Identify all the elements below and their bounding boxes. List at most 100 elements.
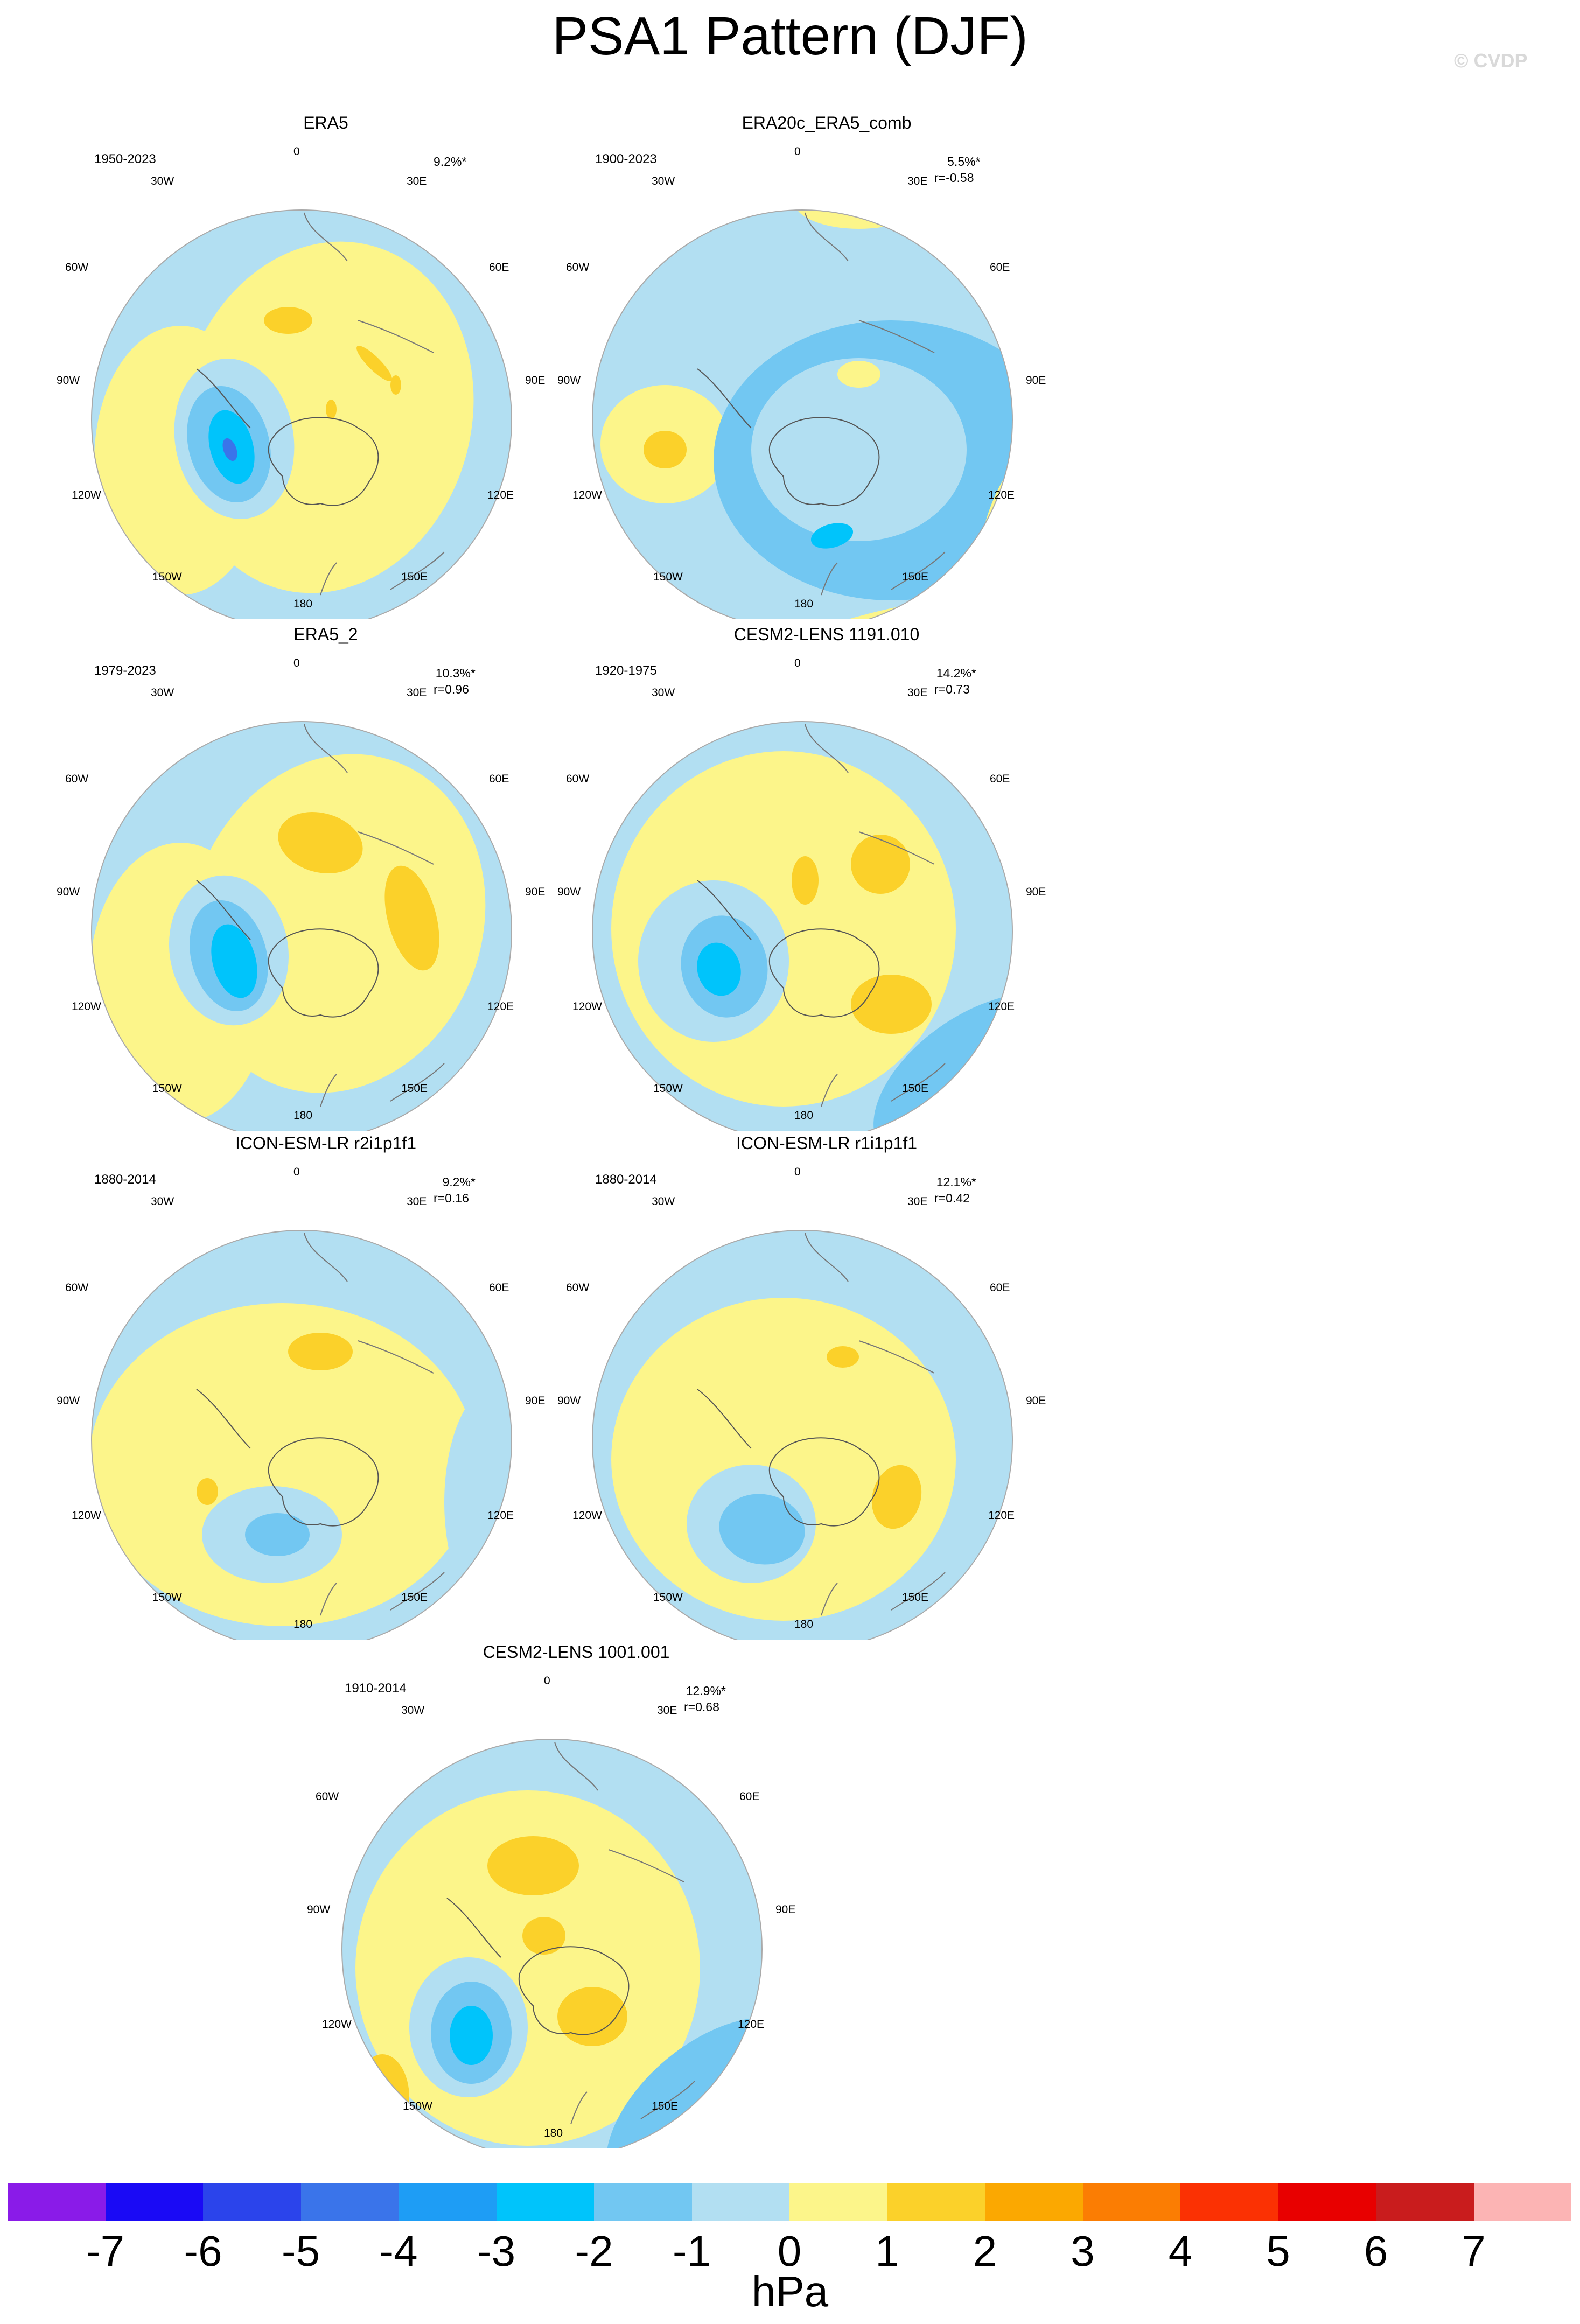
longitude-label: 60E bbox=[990, 1282, 1010, 1294]
longitude-label: 60E bbox=[739, 1790, 760, 1803]
longitude-label: 60E bbox=[489, 773, 509, 785]
colorbar-bin bbox=[691, 2183, 789, 2221]
longitude-label: 120W bbox=[572, 1000, 602, 1013]
colorbar-bin bbox=[1376, 2183, 1474, 2221]
longitude-label: 60E bbox=[990, 261, 1010, 274]
polar-map bbox=[557, 619, 1096, 1131]
longitude-label: 120E bbox=[988, 489, 1015, 501]
colorbar-bin bbox=[8, 2183, 106, 2221]
colorbar-bin bbox=[105, 2183, 203, 2221]
longitude-label: 90E bbox=[525, 374, 546, 387]
panel-period: 1979-2023 bbox=[94, 663, 156, 678]
longitude-label: 120E bbox=[988, 1000, 1015, 1013]
longitude-label: 60E bbox=[489, 261, 509, 274]
colorbar-tick-label: -3 bbox=[477, 2227, 516, 2275]
longitude-label: 30W bbox=[652, 1195, 675, 1208]
colorbar-tick-label: -2 bbox=[575, 2227, 613, 2275]
longitude-label: 150E bbox=[902, 1082, 929, 1095]
longitude-label: 90W bbox=[57, 1395, 80, 1407]
longitude-label: 90E bbox=[1026, 374, 1046, 387]
longitude-label: 120W bbox=[72, 1000, 101, 1013]
longitude-label: 30E bbox=[907, 1195, 928, 1208]
map-panel: ICON-ESM-LR r1i1p1f1 1880-2014 12.1%* r=0… bbox=[557, 1128, 1096, 1640]
longitude-label: 120E bbox=[988, 1509, 1015, 1522]
colorbar-bin bbox=[496, 2183, 594, 2221]
longitude-label: 0 bbox=[293, 657, 300, 669]
longitude-label: 0 bbox=[794, 1166, 801, 1178]
longitude-label: 150W bbox=[152, 1082, 182, 1095]
panel-variance: 14.2%* r=0.73 bbox=[934, 666, 976, 696]
longitude-label: 30W bbox=[151, 687, 174, 699]
polar-map bbox=[57, 1128, 595, 1640]
longitude-label: 120E bbox=[738, 2018, 765, 2031]
longitude-label: 90W bbox=[557, 374, 581, 387]
longitude-label: 150E bbox=[902, 1591, 929, 1604]
colorbar-bin bbox=[887, 2183, 985, 2221]
map-panel: CESM2-LENS 1001.001 1910-2014 12.9%* r=0.… bbox=[307, 1637, 845, 2148]
longitude-label: 120E bbox=[487, 1509, 514, 1522]
panel-title: CESM2-LENS 1191.010 bbox=[733, 625, 920, 644]
longitude-label: 30W bbox=[401, 1704, 425, 1717]
colorbar-tick-label: -1 bbox=[672, 2227, 711, 2275]
map-panel: ICON-ESM-LR r2i1p1f1 1880-2014 9.2%* r=0.… bbox=[57, 1128, 595, 1640]
longitude-label: 60W bbox=[566, 773, 590, 785]
polar-map bbox=[557, 1128, 1096, 1640]
longitude-label: 0 bbox=[794, 657, 801, 669]
panel-period: 1920-1975 bbox=[595, 663, 657, 678]
colorbar-bin bbox=[300, 2183, 399, 2221]
longitude-label: 90E bbox=[775, 1903, 796, 1916]
longitude-label: 30E bbox=[407, 175, 427, 187]
polar-map bbox=[57, 619, 595, 1131]
longitude-label: 180 bbox=[794, 1109, 814, 1122]
longitude-label: 90W bbox=[557, 1395, 581, 1407]
longitude-label: 120E bbox=[487, 1000, 514, 1013]
longitude-label: 30W bbox=[151, 1195, 174, 1208]
colorbar-bin bbox=[1180, 2183, 1278, 2221]
longitude-label: 30E bbox=[907, 687, 928, 699]
longitude-label: 90W bbox=[557, 886, 581, 898]
panel-period: 1950-2023 bbox=[94, 152, 156, 166]
colorbar-ticks: -7 -6 -5 -4 -3 -2 -1 0 1 2 3 4 5 6 7 bbox=[0, 2227, 1580, 2275]
longitude-label: 120W bbox=[572, 489, 602, 501]
colorbar-tick-label: 3 bbox=[1071, 2227, 1095, 2275]
map-panel: ERA5 1950-2023 9.2%* 0 30E 60E 90E 120E 150E 1… bbox=[57, 108, 595, 619]
longitude-label: 180 bbox=[293, 1109, 313, 1122]
panel-variance: 10.3%* r=0.96 bbox=[434, 666, 476, 696]
longitude-label: 90W bbox=[57, 374, 80, 387]
colorbar-tick-label: 5 bbox=[1266, 2227, 1290, 2275]
map-panel: ERA20c_ERA5_comb 1900-2023 5.5%* r=-0.58 … bbox=[557, 108, 1096, 619]
longitude-label: 150E bbox=[401, 571, 428, 583]
longitude-label: 180 bbox=[794, 598, 814, 610]
longitude-label: 60W bbox=[566, 261, 590, 274]
longitude-label: 60W bbox=[566, 1282, 590, 1294]
longitude-label: 150W bbox=[653, 1082, 683, 1095]
longitude-label: 90E bbox=[1026, 1395, 1046, 1407]
longitude-label: 30W bbox=[652, 687, 675, 699]
colorbar-tick-label: 7 bbox=[1462, 2227, 1486, 2275]
panel-period: 1910-2014 bbox=[345, 1681, 407, 1696]
longitude-label: 90W bbox=[57, 886, 80, 898]
longitude-label: 60W bbox=[65, 773, 89, 785]
longitude-label: 60E bbox=[990, 773, 1010, 785]
longitude-label: 180 bbox=[794, 1618, 814, 1630]
colorbar-bin bbox=[1082, 2183, 1180, 2221]
longitude-label: 60W bbox=[316, 1790, 339, 1803]
longitude-label: 90W bbox=[307, 1903, 331, 1916]
panel-title: ERA5 bbox=[303, 113, 348, 132]
longitude-label: 30E bbox=[657, 1704, 677, 1717]
panel-title: ICON-ESM-LR r2i1p1f1 bbox=[235, 1133, 417, 1153]
longitude-label: 90E bbox=[525, 1395, 546, 1407]
panel-variance: 9.2%* r=0.16 bbox=[434, 1175, 476, 1205]
longitude-label: 150W bbox=[152, 1591, 182, 1604]
colorbar-bin bbox=[203, 2183, 301, 2221]
longitude-label: 120W bbox=[72, 489, 101, 501]
panel-variance: 5.5%* r=-0.58 bbox=[934, 155, 981, 185]
colorbar bbox=[8, 2183, 1571, 2221]
longitude-label: 150W bbox=[403, 2100, 432, 2112]
colorbar-tick-label: 0 bbox=[777, 2227, 802, 2275]
polar-map bbox=[557, 108, 1096, 619]
panel-variance: 9.2%* bbox=[434, 155, 467, 169]
longitude-label: 0 bbox=[544, 1675, 550, 1687]
longitude-label: 60E bbox=[489, 1282, 509, 1294]
longitude-label: 0 bbox=[794, 145, 801, 158]
